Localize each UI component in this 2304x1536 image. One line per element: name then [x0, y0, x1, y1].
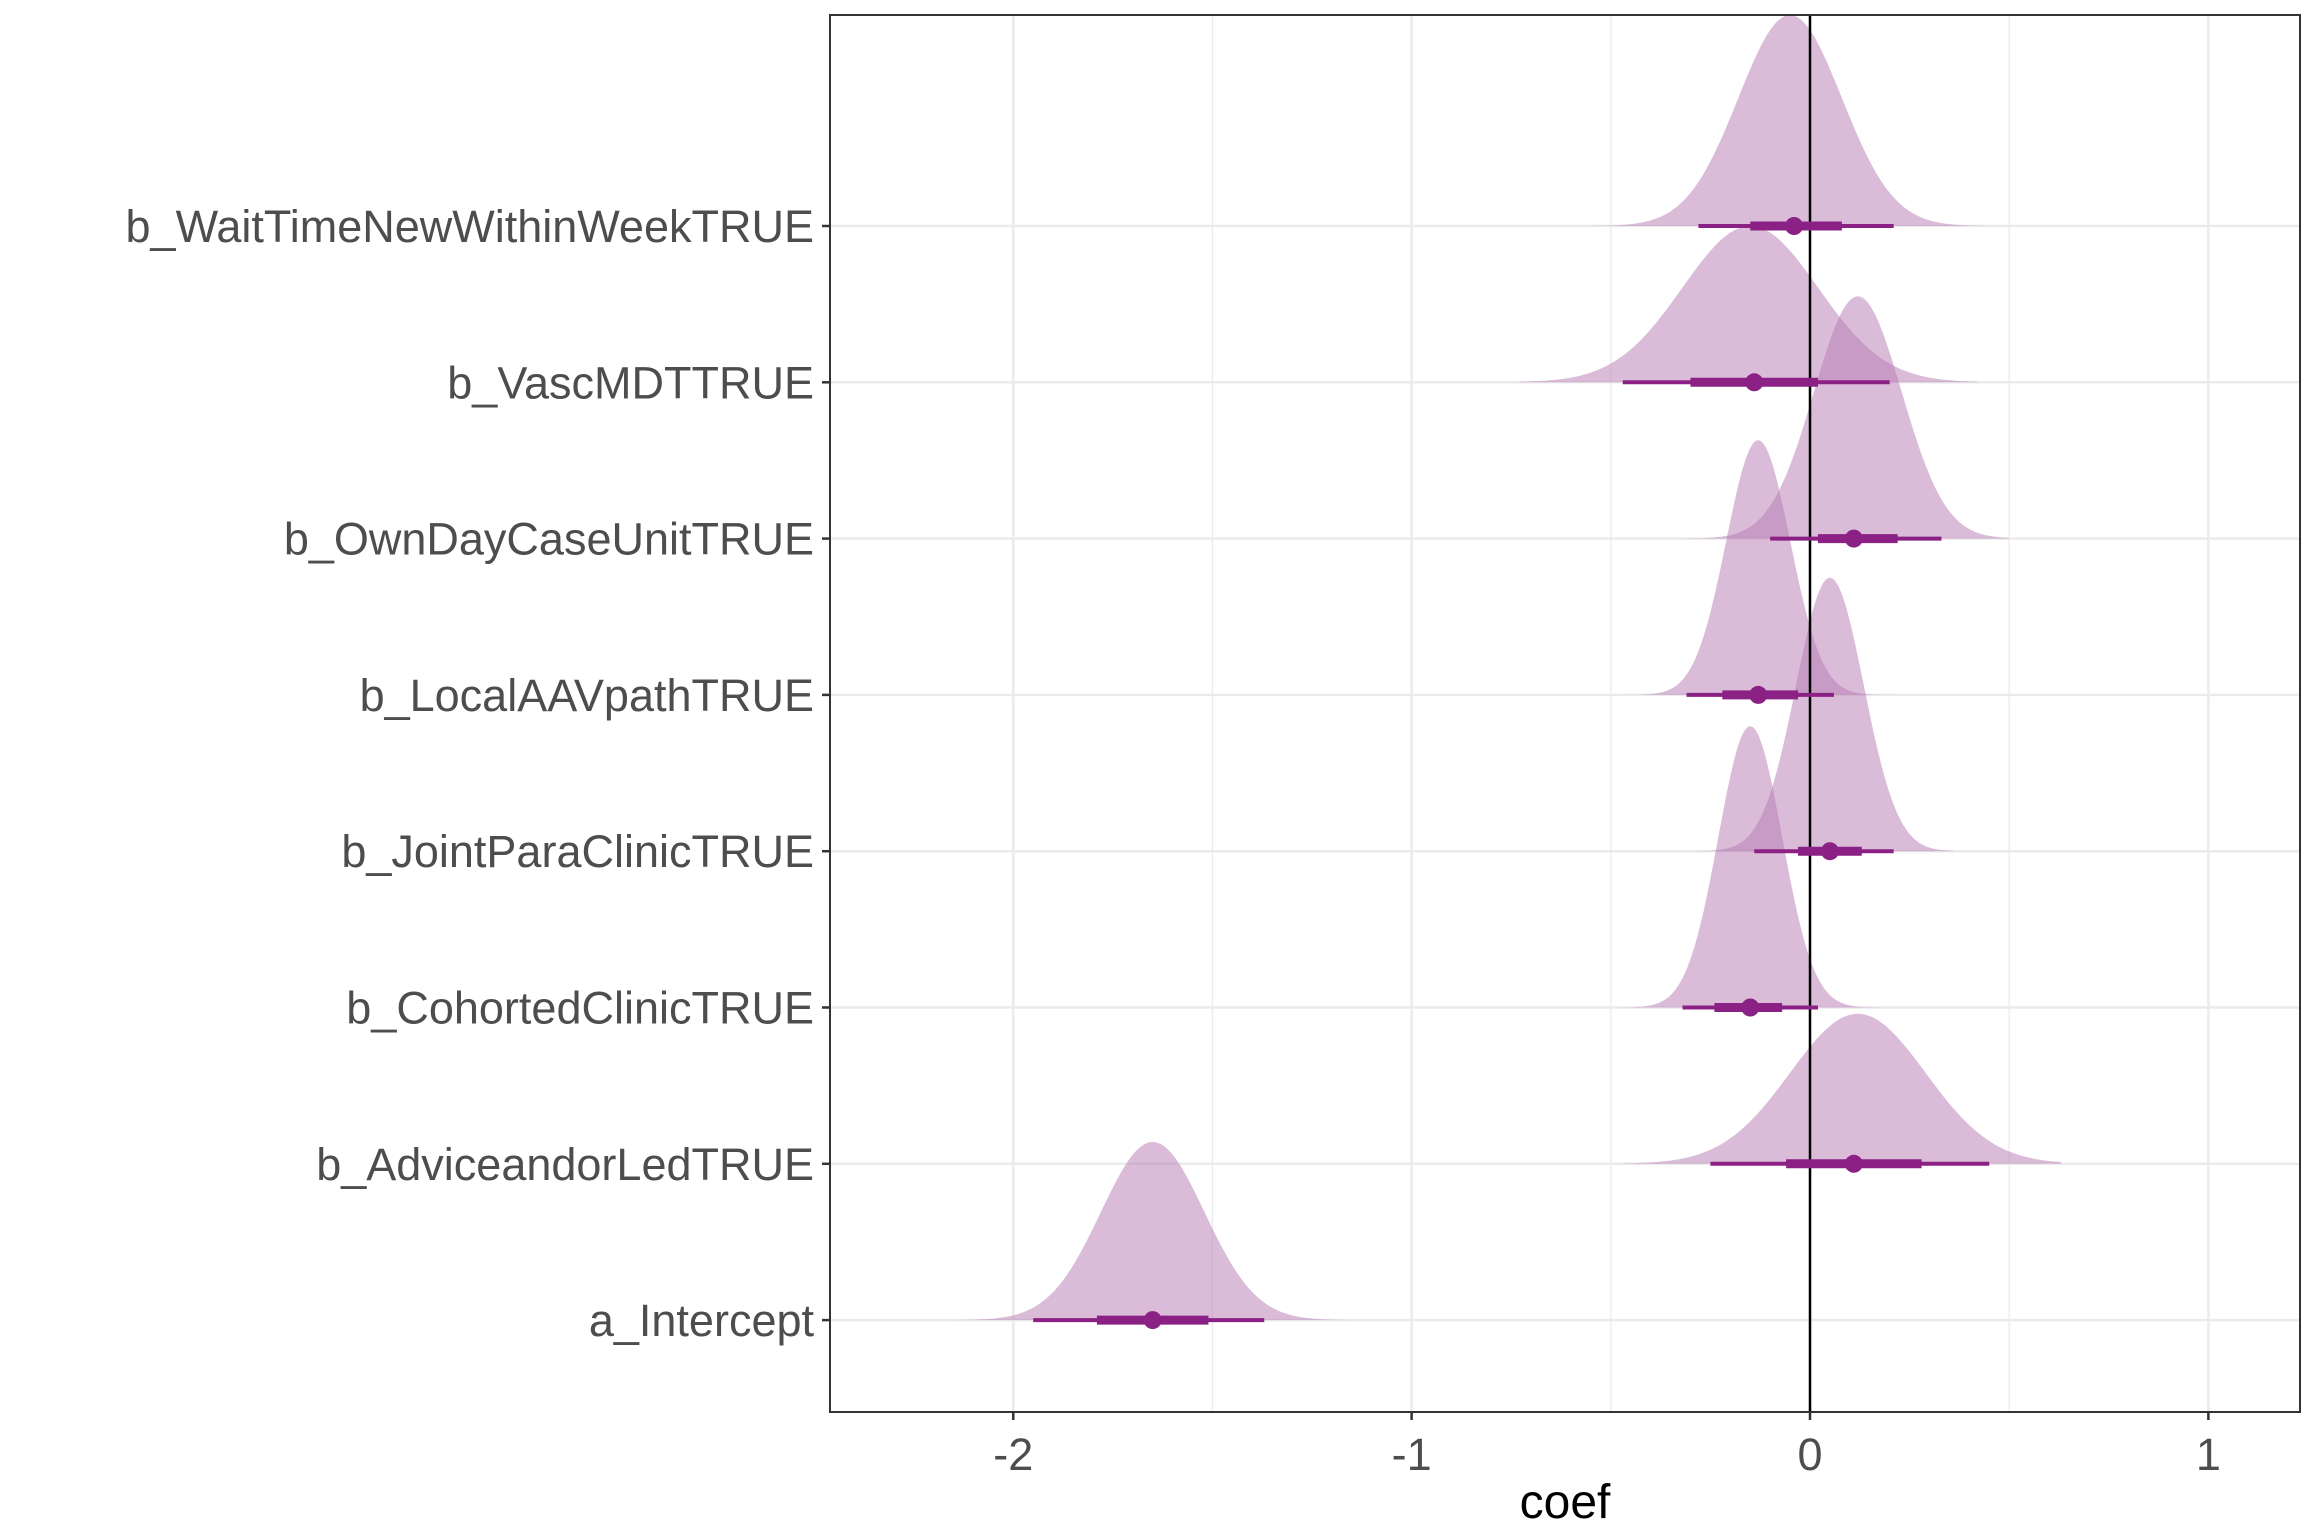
plot-border: [829, 14, 2301, 1413]
y-axis: b_WaitTimeNewWithinWeekTRUE b_VascMDTTRUE…: [126, 201, 830, 1346]
median-point-b_CohortedClinicTRUE: [1741, 998, 1760, 1017]
y-tick-label: b_CohortedClinicTRUE: [346, 983, 814, 1034]
median-point-b_LocalAAVpathTRUE: [1749, 685, 1768, 704]
y-tick-label: b_WaitTimeNewWithinWeekTRUE: [126, 201, 814, 252]
median-point-b_OwnDayCaseUnitTRUE: [1844, 529, 1863, 548]
plot-background: [830, 15, 2300, 1412]
y-tick-label: a_Intercept: [589, 1295, 815, 1346]
x-tick-label: 1: [2196, 1429, 2221, 1480]
y-tick-label: b_OwnDayCaseUnitTRUE: [284, 514, 814, 565]
density-b_JointParaClinicTRUE: [1690, 577, 1954, 852]
x-axis: -2 -1 0 1: [993, 1412, 2221, 1480]
density-b_WaitTimeNewWithinWeekTRUE: [1582, 15, 1986, 226]
density-b_CohortedClinicTRUE: [1610, 726, 1890, 1008]
y-tick-label: b_VascMDTTRUE: [447, 357, 814, 408]
median-point-b_AdviceandorLedTRUE: [1844, 1154, 1863, 1173]
density-b_OwnDayCaseUnitTRUE: [1670, 296, 2010, 539]
density-layer: [949, 15, 2061, 1321]
density-a_Intercept: [949, 1142, 1352, 1321]
y-tick-label: b_JointParaClinicTRUE: [341, 826, 814, 877]
median-point-b_VascMDTTRUE: [1745, 373, 1764, 392]
density-b_AdviceandorLedTRUE: [1622, 1013, 2061, 1164]
y-tick-label: b_AdviceandorLedTRUE: [316, 1139, 814, 1190]
median-point-b_WaitTimeNewWithinWeekTRUE: [1785, 217, 1804, 235]
x-tick-label: -1: [1392, 1429, 1432, 1480]
x-tick-label: -2: [993, 1429, 1033, 1480]
x-axis-title: coef: [1520, 1476, 1611, 1529]
median-point-a_Intercept: [1143, 1311, 1162, 1330]
interval-layer: [1033, 217, 1990, 1330]
median-point-b_JointParaClinicTRUE: [1820, 842, 1839, 861]
x-tick-label: 0: [1797, 1429, 1822, 1480]
y-tick-label: b_LocalAAVpathTRUE: [360, 670, 814, 721]
density-b_LocalAAVpathTRUE: [1630, 440, 1890, 695]
